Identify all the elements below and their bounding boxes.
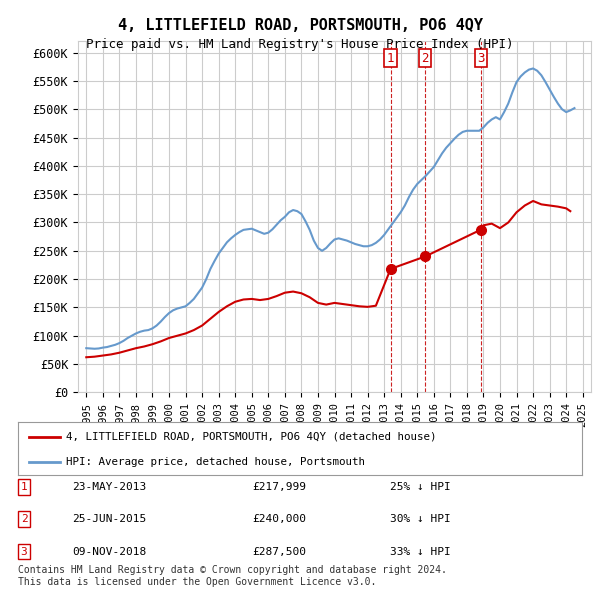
Text: Contains HM Land Registry data © Crown copyright and database right 2024.
This d: Contains HM Land Registry data © Crown c… [18,565,447,587]
Text: 3: 3 [20,547,28,556]
Text: 2: 2 [20,514,28,524]
Text: 09-NOV-2018: 09-NOV-2018 [72,547,146,556]
Text: 23-MAY-2013: 23-MAY-2013 [72,482,146,491]
Text: £217,999: £217,999 [252,482,306,491]
Text: £240,000: £240,000 [252,514,306,524]
Text: 33% ↓ HPI: 33% ↓ HPI [390,547,451,556]
Text: Price paid vs. HM Land Registry's House Price Index (HPI): Price paid vs. HM Land Registry's House … [86,38,514,51]
Text: HPI: Average price, detached house, Portsmouth: HPI: Average price, detached house, Port… [66,457,365,467]
Text: 25% ↓ HPI: 25% ↓ HPI [390,482,451,491]
Text: 3: 3 [478,52,485,65]
Text: 30% ↓ HPI: 30% ↓ HPI [390,514,451,524]
Text: 1: 1 [387,52,394,65]
Text: £287,500: £287,500 [252,547,306,556]
Text: 25-JUN-2015: 25-JUN-2015 [72,514,146,524]
Text: 4, LITTLEFIELD ROAD, PORTSMOUTH, PO6 4QY: 4, LITTLEFIELD ROAD, PORTSMOUTH, PO6 4QY [118,18,482,32]
Text: 4, LITTLEFIELD ROAD, PORTSMOUTH, PO6 4QY (detached house): 4, LITTLEFIELD ROAD, PORTSMOUTH, PO6 4QY… [66,432,436,442]
Text: 2: 2 [421,52,429,65]
Text: 1: 1 [20,482,28,491]
